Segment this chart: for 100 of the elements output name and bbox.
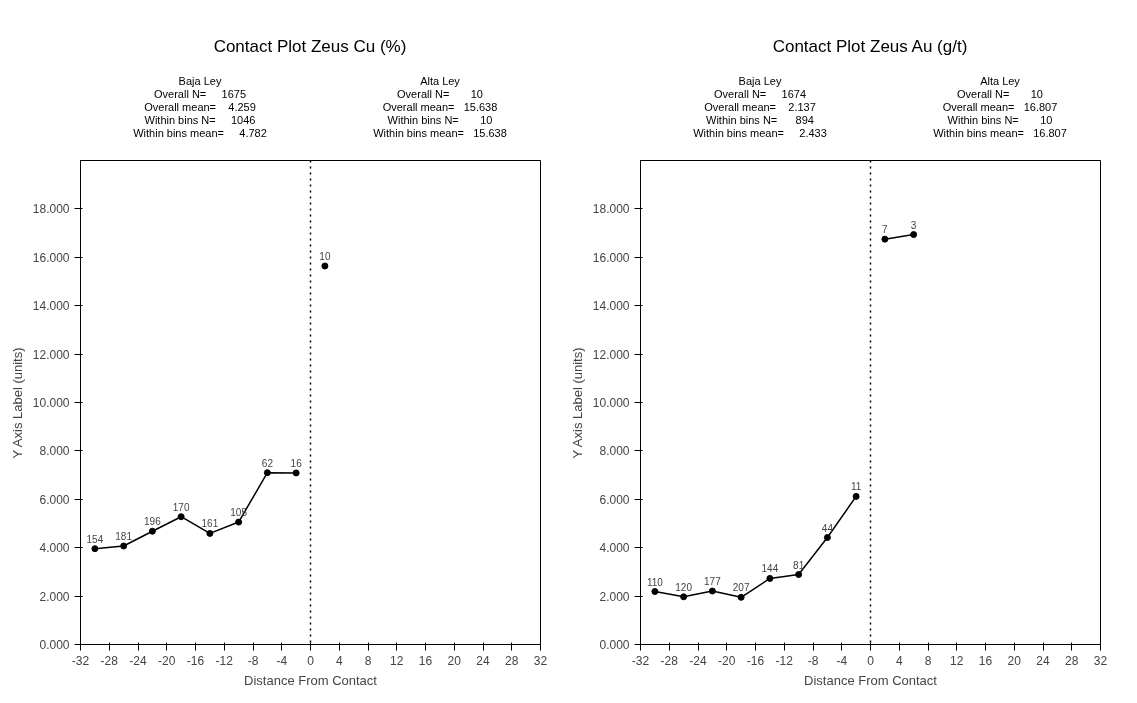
x-tick-label: -32	[631, 653, 650, 668]
text: Alta Ley Overall N= 10 Overall mean= 15.638 Within bins N= 10 Within bins mean= 15.638	[372, 75, 508, 140]
point	[823, 534, 831, 542]
x-tick-label: -12	[215, 653, 234, 668]
annotation: 44	[821, 522, 834, 534]
annotation: 110	[646, 576, 664, 588]
x-tick-label: -28	[660, 653, 679, 668]
y-tick-label: 0.000	[599, 638, 630, 652]
y-tick-label: 6.000	[599, 492, 630, 507]
annotation: 10	[319, 251, 331, 263]
x-tick-label: -4	[276, 653, 288, 668]
y-axis-title: Y Axis Label (units)	[569, 347, 585, 459]
point	[680, 593, 688, 601]
text: Baja Ley Overall N= 1675 Overall mean= 4.259 Within bins N= 1046 Within bins mean= 4.782	[132, 75, 268, 140]
x-tick-label: -16	[186, 653, 205, 668]
x-axis-title: Distance From Contact	[244, 672, 378, 688]
point	[708, 587, 716, 595]
x-tick-label: -20	[718, 653, 736, 668]
x-tick-label: 24	[1036, 653, 1050, 668]
y-tick-label: 10.000	[32, 396, 70, 410]
x-tick-label: -20	[158, 653, 176, 668]
y-tick-label: 12.000	[592, 347, 630, 362]
x-axis-title: Distance From Contact	[804, 672, 938, 688]
chart-title: Contact Plot Zeus Cu (%)	[212, 36, 408, 58]
x-tick-label: -24	[689, 653, 707, 668]
annotation: 161	[201, 518, 219, 530]
y-tick-label: 14.000	[592, 299, 630, 314]
x-tick-label: 0	[307, 653, 315, 668]
x-tick-label: 32	[533, 653, 548, 668]
y-tick-label: 4.000	[599, 541, 630, 556]
x-tick-label: -32	[71, 653, 90, 668]
x-tick-label: 24	[476, 653, 490, 668]
y-tick-label: 6.000	[39, 492, 70, 507]
x-tick-label: -8	[807, 653, 819, 668]
point	[235, 518, 243, 526]
point	[292, 469, 300, 477]
x-tick-label: -12	[775, 653, 794, 668]
point	[910, 231, 918, 239]
x-tick-label: 28	[1065, 653, 1079, 668]
y-tick-label: 2.000	[599, 589, 630, 604]
annotation: 16	[290, 457, 303, 469]
annotation: 7	[882, 224, 889, 236]
point	[795, 571, 803, 579]
point	[206, 529, 214, 537]
point	[737, 593, 745, 601]
y-tick-label: 4.000	[39, 541, 70, 556]
point	[766, 574, 774, 582]
x-tick-label: 28	[505, 653, 519, 668]
y-tick-label: 8.000	[599, 444, 630, 459]
x-tick-label: -4	[836, 653, 848, 668]
annotation: 196	[144, 516, 162, 528]
y-tick-label: 8.000	[39, 444, 70, 459]
x-tick-label: 8	[364, 653, 372, 668]
y-tick-label: 14.000	[32, 299, 70, 314]
annotation: 177	[704, 576, 722, 588]
x-tick-label: 32	[1093, 653, 1108, 668]
x-tick-label: -8	[247, 653, 259, 668]
text: Alta Ley Overall N= 10 Overall mean= 16.807 Within bins N= 10 Within bins mean= 16.807	[932, 75, 1068, 140]
x-tick-label: 0	[867, 653, 875, 668]
point	[881, 235, 889, 243]
x-tick-label: 12	[950, 653, 964, 668]
chart-title: Contact Plot Zeus Au (g/t)	[771, 36, 969, 58]
annotation: 207	[732, 582, 750, 594]
text: Baja Ley Overall N= 1674 Overall mean= 2.137 Within bins N= 894 Within bins mean= 2.433	[692, 75, 828, 140]
y-axis-title: Y Axis Label (units)	[9, 347, 25, 459]
x-tick-label: 16	[978, 653, 993, 668]
annotation: 120	[675, 581, 693, 593]
x-tick-label: -16	[746, 653, 765, 668]
point	[651, 588, 659, 595]
y-tick-label: 16.000	[32, 250, 70, 265]
x-tick-label: 4	[895, 653, 903, 668]
annotation: 181	[115, 531, 133, 543]
x-tick-label: -28	[100, 653, 119, 668]
x-tick-label: 8	[924, 653, 932, 668]
annotation: 144	[761, 563, 779, 575]
y-tick-label: 18.000	[32, 202, 70, 217]
point	[177, 513, 185, 521]
y-tick-label: 10.000	[592, 396, 630, 410]
annotation: 170	[172, 501, 190, 513]
x-tick-label: 16	[418, 653, 433, 668]
x-tick-label: 12	[390, 653, 404, 668]
x-tick-label: 20	[1007, 653, 1022, 668]
y-tick-label: 16.000	[592, 250, 630, 265]
x-tick-label: 4	[335, 653, 343, 668]
y-tick-label: 0.000	[39, 638, 70, 652]
point	[91, 545, 99, 553]
point	[120, 542, 128, 550]
y-tick-label: 2.000	[39, 589, 70, 604]
point	[263, 469, 271, 477]
y-tick-label: 12.000	[32, 347, 70, 362]
annotation: 154	[86, 533, 104, 545]
point	[852, 492, 860, 500]
x-tick-label: 20	[447, 653, 462, 668]
annotation: 62	[261, 457, 274, 469]
annotation: 81	[793, 559, 805, 571]
annotation: 11	[850, 481, 862, 493]
point	[148, 527, 156, 535]
x-tick-label: -24	[129, 653, 147, 668]
y-tick-label: 18.000	[592, 202, 630, 217]
annotation: 3	[910, 219, 917, 231]
